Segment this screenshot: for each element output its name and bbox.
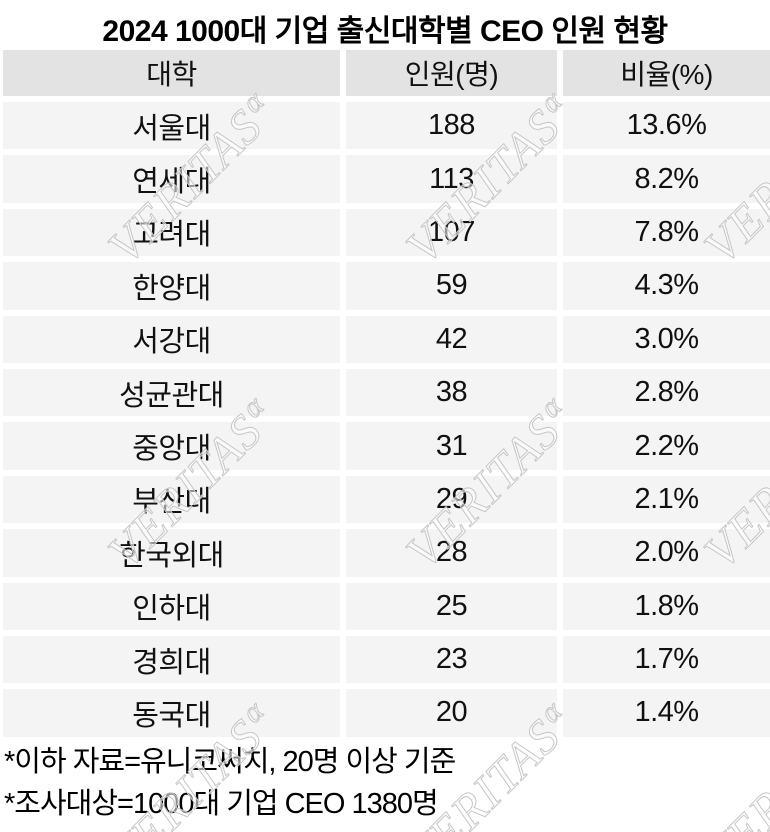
column-header-university: 대학 bbox=[3, 50, 340, 96]
cell-university: 중앙대 bbox=[3, 422, 340, 470]
cell-ratio: 1.4% bbox=[563, 689, 770, 737]
cell-count: 31 bbox=[346, 422, 557, 470]
cell-university: 성균관대 bbox=[3, 368, 340, 417]
cell-university: 서강대 bbox=[3, 315, 340, 363]
page-title: 2024 1000대 기업 출신대학별 CEO 인원 현황 bbox=[102, 15, 668, 48]
cell-ratio: 1.7% bbox=[563, 635, 770, 684]
cell-university: 한양대 bbox=[3, 262, 340, 310]
cell-count: 42 bbox=[346, 315, 557, 363]
footnotes: *이하 자료=유니코써치, 20명 이상 기준 *조사대상=1000대 기업 C… bbox=[4, 741, 456, 825]
cell-count: 25 bbox=[346, 582, 557, 630]
cell-count: 113 bbox=[346, 155, 557, 203]
cell-count: 29 bbox=[346, 475, 557, 524]
column-header-ratio: 비율(%) bbox=[563, 50, 770, 96]
cell-ratio: 2.2% bbox=[563, 422, 770, 470]
cell-university: 서울대 bbox=[3, 102, 340, 150]
cell-university: 인하대 bbox=[3, 582, 340, 630]
cell-university: 부산대 bbox=[3, 475, 340, 524]
cell-count: 107 bbox=[346, 208, 557, 257]
cell-count: 23 bbox=[346, 635, 557, 684]
cell-ratio: 3.0% bbox=[563, 315, 770, 363]
cell-university: 연세대 bbox=[3, 155, 340, 203]
cell-count: 20 bbox=[346, 689, 557, 737]
cell-ratio: 4.3% bbox=[563, 262, 770, 310]
cell-university: 경희대 bbox=[3, 635, 340, 684]
cell-count: 28 bbox=[346, 529, 557, 577]
cell-count: 38 bbox=[346, 368, 557, 417]
footnote-source: *이하 자료=유니코써치, 20명 이상 기준 bbox=[4, 746, 456, 778]
cell-count: 59 bbox=[346, 262, 557, 310]
cell-ratio: 2.1% bbox=[563, 475, 770, 524]
cell-ratio: 8.2% bbox=[563, 155, 770, 203]
cell-university: 동국대 bbox=[3, 689, 340, 737]
footnote-scope: *조사대상=1000대 기업 CEO 1380명 bbox=[4, 788, 439, 820]
cell-ratio: 1.8% bbox=[563, 582, 770, 630]
cell-university: 고려대 bbox=[3, 208, 340, 257]
column-header-count: 인원(명) bbox=[346, 50, 557, 96]
cell-ratio: 13.6% bbox=[563, 102, 770, 150]
ceo-university-table: 대학 인원(명) 비율(%) 서울대 188 13.6% 연세대 113 8.2… bbox=[3, 50, 770, 737]
cell-university: 한국외대 bbox=[3, 529, 340, 577]
cell-count: 188 bbox=[346, 102, 557, 150]
cell-ratio: 2.0% bbox=[563, 529, 770, 577]
cell-ratio: 7.8% bbox=[563, 208, 770, 257]
cell-ratio: 2.8% bbox=[563, 368, 770, 417]
